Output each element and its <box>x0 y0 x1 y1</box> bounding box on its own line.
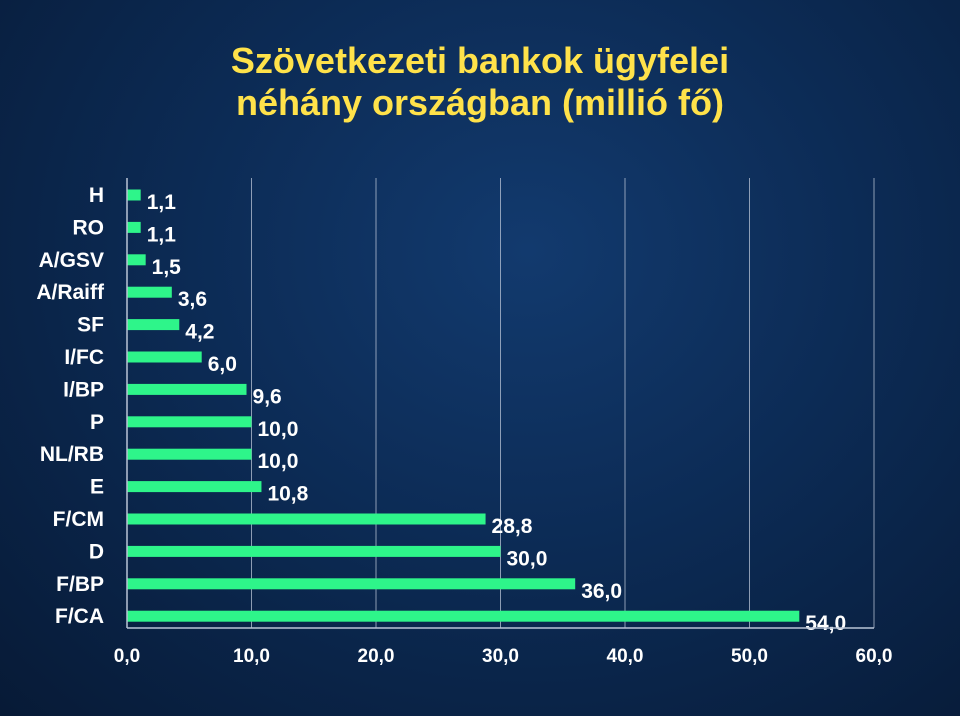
bar <box>127 319 180 331</box>
category-label: I/BP <box>63 378 104 401</box>
data-label: 1,1 <box>147 191 177 214</box>
data-label: 9,6 <box>253 385 282 408</box>
data-label: 10,0 <box>258 418 299 441</box>
bar <box>127 610 800 622</box>
bar <box>127 545 501 557</box>
category-label: F/CA <box>55 605 104 628</box>
bar <box>127 578 576 590</box>
bar <box>127 513 486 525</box>
chart-title-line-2: néhány országban (millió fő) <box>235 82 725 123</box>
x-tick-label: 30,0 <box>482 646 519 667</box>
chart-title: Szövetkezeti bankok ügyfelei néhány orsz… <box>0 40 960 124</box>
x-tick-label: 10,0 <box>233 646 270 667</box>
category-label: D <box>89 540 104 563</box>
bar <box>127 481 262 493</box>
category-label: F/CM <box>53 508 104 531</box>
data-label: 36,0 <box>581 580 622 603</box>
data-label: 30,0 <box>507 547 548 570</box>
data-label: 1,1 <box>147 223 177 246</box>
bar <box>127 351 202 363</box>
bar <box>127 383 247 395</box>
category-label: F/BP <box>56 573 104 596</box>
bar <box>127 221 141 233</box>
x-tick-label: 50,0 <box>731 646 768 667</box>
category-label: H <box>89 184 104 207</box>
bar <box>127 416 252 428</box>
data-label: 10,8 <box>267 483 308 506</box>
category-label: SF <box>77 314 104 337</box>
bar <box>127 448 252 460</box>
data-label: 10,0 <box>258 450 299 473</box>
data-label: 3,6 <box>178 288 207 311</box>
data-label: 54,0 <box>805 612 846 635</box>
category-label: A/Raiff <box>36 281 105 304</box>
x-tick-label: 20,0 <box>358 646 395 667</box>
bar <box>127 286 172 298</box>
x-tick-label: 60,0 <box>856 646 893 667</box>
category-label: RO <box>73 216 105 239</box>
category-label: A/GSV <box>39 249 104 272</box>
data-label: 4,2 <box>185 321 214 344</box>
category-label: P <box>90 411 104 434</box>
x-tick-label: 40,0 <box>607 646 644 667</box>
bar <box>127 254 146 266</box>
category-label: I/FC <box>64 346 104 369</box>
x-tick-label: 0,0 <box>114 646 140 667</box>
data-label: 28,8 <box>492 515 533 538</box>
data-label: 1,5 <box>152 256 182 279</box>
category-label: NL/RB <box>40 443 104 466</box>
chart-title-line-1: Szövetkezeti bankok ügyfelei <box>230 40 730 81</box>
category-label: E <box>90 476 104 499</box>
data-label: 6,0 <box>208 353 237 376</box>
bar <box>127 189 141 201</box>
